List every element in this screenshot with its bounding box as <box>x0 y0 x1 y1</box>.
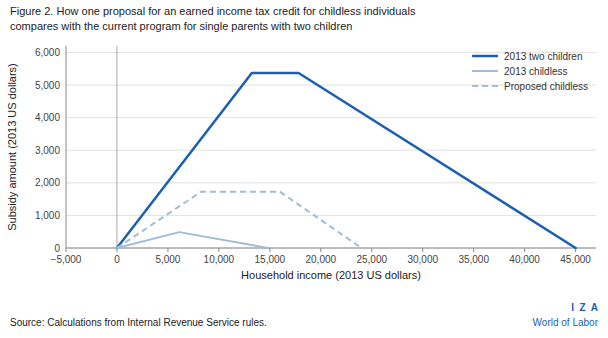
title: Figure 2. How one proposal for an earned… <box>10 5 416 17</box>
y-tick-label: 1,000 <box>35 210 60 221</box>
x-tick <box>320 248 321 252</box>
x-axis-line <box>66 248 596 249</box>
series-line <box>117 73 576 248</box>
legend-label: Proposed childless <box>504 81 588 92</box>
legend-swatch <box>472 70 498 72</box>
legend-swatch <box>472 55 498 58</box>
x-tick <box>371 248 372 252</box>
legend-item: Proposed childless <box>472 81 588 92</box>
legend-label: 2013 two children <box>504 51 582 62</box>
grid-line <box>66 182 596 183</box>
x-tick <box>524 248 525 252</box>
legend-item: 2013 childless <box>472 66 567 77</box>
legend-label: 2013 childless <box>504 66 567 77</box>
brand-mark: I Z A <box>571 302 598 313</box>
lines <box>117 73 576 248</box>
x-tick <box>66 248 67 252</box>
legend: 2013 two children 2013 childless Proposed … <box>472 51 588 92</box>
y-tick-label: 3,000 <box>35 145 60 156</box>
x-tick-label: 40,000 <box>509 254 540 265</box>
x-tick-label: 15,000 <box>255 254 286 265</box>
y-tick-label: 5,000 <box>35 80 60 91</box>
x-tick <box>473 248 474 252</box>
x-tick-label: 25,000 <box>356 254 387 265</box>
grid <box>66 53 596 248</box>
x-tick <box>218 248 219 252</box>
x-axis-label: Household income (2013 US dollars) <box>241 269 421 281</box>
series-line <box>117 232 268 248</box>
grid-line <box>66 215 596 216</box>
x-tick <box>269 248 270 252</box>
y-tick-label: 4,000 <box>35 112 60 123</box>
legend-swatch <box>472 85 498 87</box>
source-note: Source: Calculations from Internal Reven… <box>10 317 267 328</box>
x-tick-label: −5,000 <box>51 254 82 265</box>
y-axis-line <box>66 46 67 248</box>
series-line <box>117 192 362 248</box>
x-tick-label: 30,000 <box>407 254 438 265</box>
brand-name: World of Labor <box>533 317 599 328</box>
subtitle: compares with the current program for si… <box>10 20 352 32</box>
grid-line <box>66 248 596 249</box>
zero-line <box>116 46 117 248</box>
grid-line <box>66 117 596 118</box>
x-tick <box>422 248 423 252</box>
y-tick-label: 2,000 <box>35 177 60 188</box>
y-tick-label: 0 <box>54 243 60 254</box>
x-tick-label: 5,000 <box>155 254 180 265</box>
x-tick-label: 20,000 <box>306 254 337 265</box>
y-tick-label: 6,000 <box>35 47 60 58</box>
chart: Figure 2. How one proposal for an earned… <box>0 0 608 338</box>
x-tick-label: 45,000 <box>560 254 591 265</box>
y-axis-label: Subsidy amount (2013 US dollars) <box>6 63 18 231</box>
grid-line <box>66 150 596 151</box>
x-tick-label: 0 <box>114 254 120 265</box>
legend-item: 2013 two children <box>472 51 582 62</box>
x-tick-label: 35,000 <box>458 254 489 265</box>
x-tick <box>167 248 168 252</box>
x-tick-label: 10,000 <box>204 254 235 265</box>
